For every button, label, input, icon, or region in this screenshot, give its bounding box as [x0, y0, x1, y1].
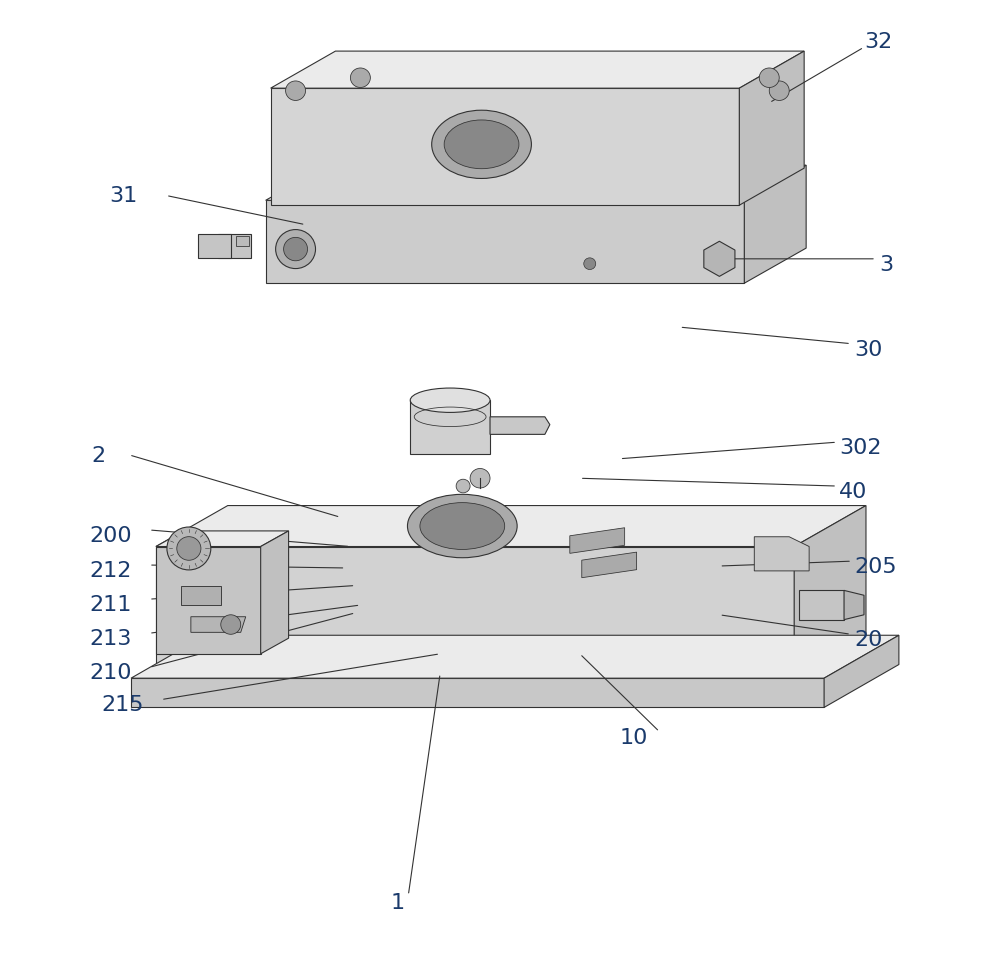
Polygon shape — [824, 636, 899, 707]
Polygon shape — [198, 235, 231, 259]
Text: 20: 20 — [854, 629, 882, 650]
Circle shape — [284, 238, 308, 262]
Text: 40: 40 — [839, 482, 867, 501]
Polygon shape — [156, 531, 289, 547]
Text: 10: 10 — [620, 727, 648, 747]
Polygon shape — [570, 529, 625, 554]
Text: 1: 1 — [390, 893, 404, 913]
Circle shape — [350, 69, 370, 88]
Polygon shape — [261, 531, 289, 655]
Text: 32: 32 — [864, 32, 892, 53]
Circle shape — [759, 69, 779, 88]
Polygon shape — [744, 166, 806, 284]
Polygon shape — [704, 242, 735, 277]
Polygon shape — [582, 553, 637, 578]
Circle shape — [177, 537, 201, 561]
Text: 30: 30 — [854, 339, 882, 360]
Text: 215: 215 — [101, 695, 144, 715]
Ellipse shape — [432, 111, 531, 180]
Polygon shape — [181, 586, 221, 606]
Polygon shape — [844, 591, 864, 620]
Polygon shape — [266, 166, 806, 201]
Polygon shape — [271, 89, 739, 206]
Polygon shape — [799, 591, 844, 620]
Text: 213: 213 — [89, 628, 132, 649]
Polygon shape — [156, 547, 794, 688]
Text: 302: 302 — [839, 438, 882, 457]
Polygon shape — [266, 201, 744, 284]
Ellipse shape — [407, 494, 517, 558]
Polygon shape — [131, 678, 824, 707]
Circle shape — [286, 82, 306, 102]
Text: 205: 205 — [854, 557, 897, 576]
Polygon shape — [490, 417, 550, 435]
Polygon shape — [754, 537, 809, 572]
Text: 31: 31 — [109, 187, 137, 206]
Text: 200: 200 — [89, 526, 132, 545]
Text: 3: 3 — [879, 254, 893, 275]
Text: 212: 212 — [89, 561, 132, 580]
Circle shape — [584, 259, 596, 271]
Circle shape — [221, 616, 241, 635]
Polygon shape — [191, 617, 246, 633]
Ellipse shape — [444, 121, 519, 170]
Polygon shape — [794, 506, 866, 688]
Polygon shape — [156, 506, 866, 547]
Ellipse shape — [420, 503, 505, 550]
Circle shape — [276, 231, 316, 270]
Polygon shape — [410, 401, 490, 454]
Polygon shape — [156, 547, 261, 655]
Circle shape — [470, 469, 490, 488]
Polygon shape — [739, 52, 804, 206]
Polygon shape — [271, 52, 804, 89]
Ellipse shape — [410, 389, 490, 413]
Polygon shape — [131, 636, 899, 678]
Circle shape — [769, 82, 789, 102]
Text: 210: 210 — [89, 662, 132, 683]
Text: 211: 211 — [89, 594, 132, 615]
Polygon shape — [218, 235, 251, 259]
Circle shape — [456, 480, 470, 493]
Text: 2: 2 — [91, 446, 105, 465]
Circle shape — [167, 528, 211, 571]
Polygon shape — [236, 237, 249, 247]
